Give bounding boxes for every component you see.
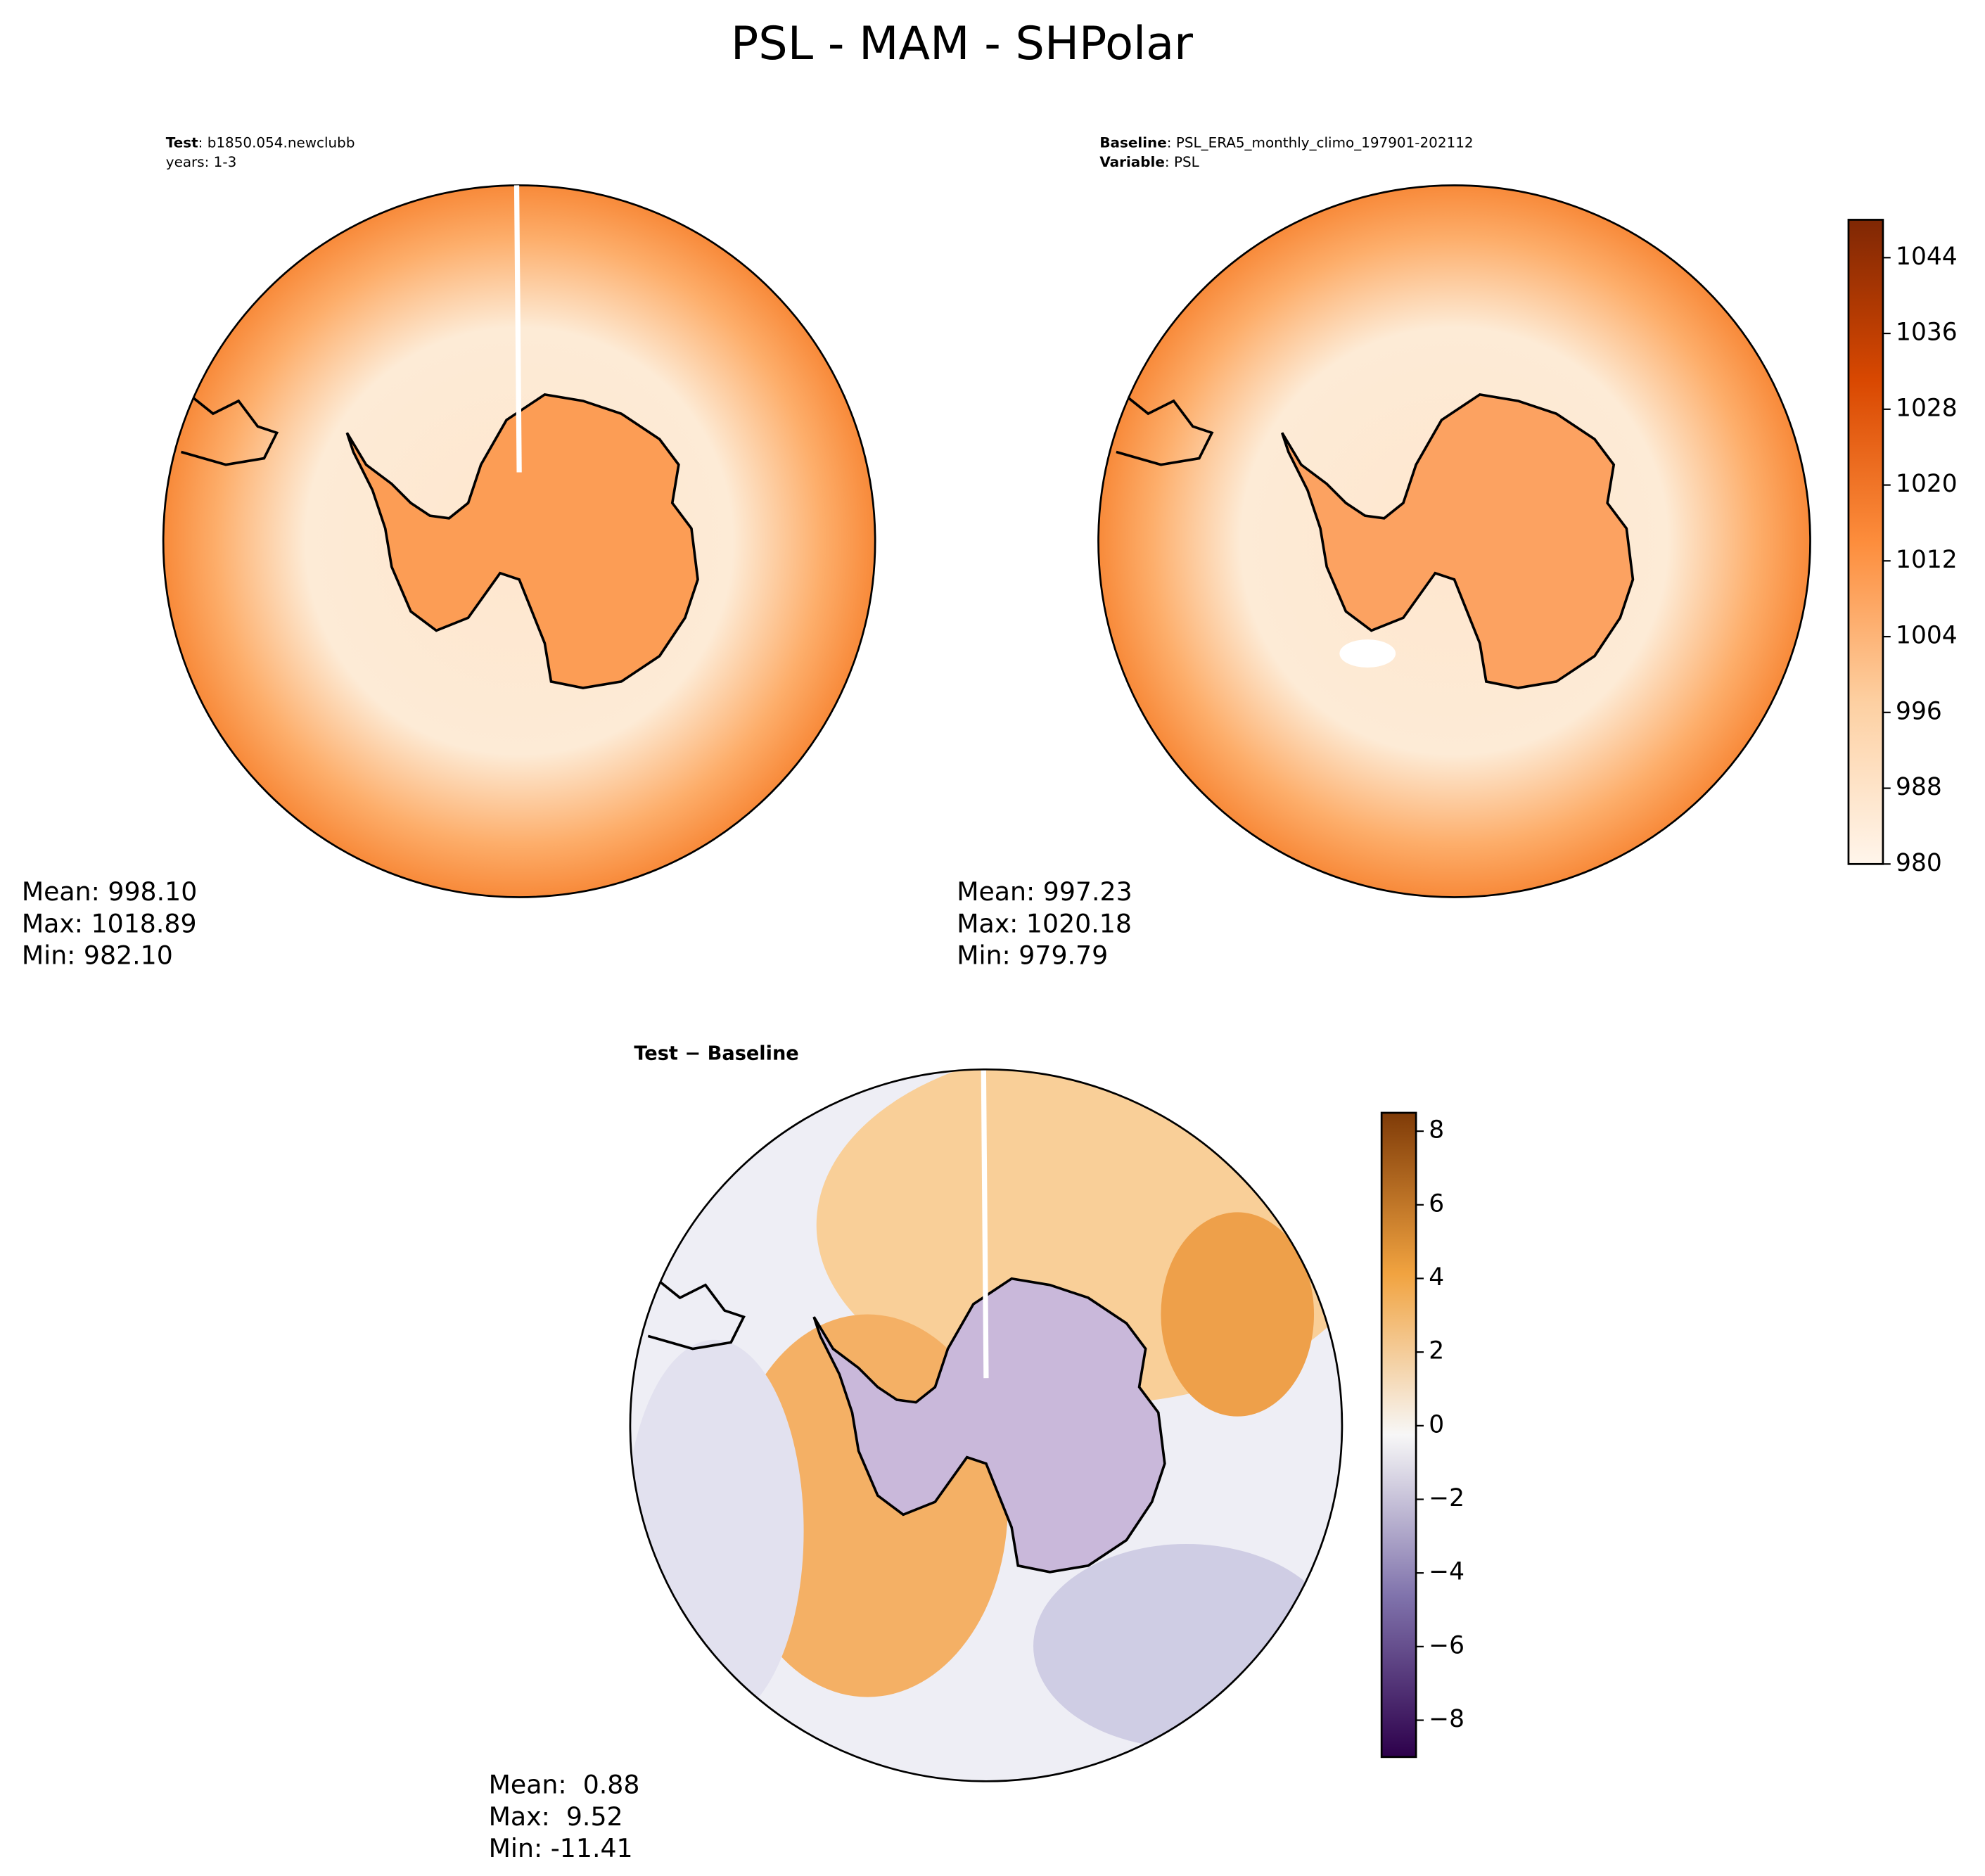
colorbar-tick-label: 1004 <box>1896 622 1958 650</box>
header-text: : b1850.054.newclubb <box>198 134 355 151</box>
header-text: : PSL <box>1165 153 1199 170</box>
colorbar-tick-label: −6 <box>1429 1631 1464 1659</box>
map-baseline <box>1097 184 1811 898</box>
header-key: Test <box>166 134 198 151</box>
stat-text: Min: -11.41 <box>489 1833 633 1863</box>
colorbar-tick-label: −2 <box>1429 1484 1464 1512</box>
panel-header: Test: b1850.054.newclubb <box>166 134 355 151</box>
stat-text: Min: 979.79 <box>957 940 1108 971</box>
colorbar-tick-label: 1020 <box>1896 470 1958 498</box>
figure-title: PSL - MAM - SHPolar <box>731 17 1193 70</box>
colorbar-tick-label: 980 <box>1896 849 1942 877</box>
map-test <box>162 184 876 898</box>
header-text: years: 1-3 <box>166 153 236 170</box>
colorbar-tick-label: 6 <box>1429 1189 1444 1218</box>
stat-text: Max: 1020.18 <box>957 908 1132 938</box>
colorbar-tick-label: 1012 <box>1896 546 1958 574</box>
colorbar-tick-label: 8 <box>1429 1116 1444 1144</box>
header-text: : PSL_ERA5_monthly_climo_197901-202112 <box>1167 134 1474 151</box>
colorbar-tick-label: −8 <box>1429 1705 1464 1733</box>
colorbar-tick-label: 2 <box>1429 1337 1444 1365</box>
panel-header: Baseline: PSL_ERA5_monthly_climo_197901-… <box>1099 134 1473 151</box>
stat-text: Min: 982.10 <box>22 940 173 971</box>
panel-header: Variable: PSL <box>1099 153 1199 170</box>
colorbar-tick-label: 1036 <box>1896 319 1958 347</box>
colorbar-tick-label: 988 <box>1896 773 1942 801</box>
panel-header: years: 1-3 <box>166 153 236 170</box>
stat-text: Max: 9.52 <box>489 1801 623 1832</box>
colorbar-tick-label: −4 <box>1429 1558 1464 1586</box>
header-key: Variable <box>1099 153 1165 170</box>
header-key: Test − Baseline <box>634 1042 798 1064</box>
colorbar-tick-label: 1028 <box>1896 394 1958 422</box>
stat-text: Mean: 998.10 <box>22 876 197 907</box>
colorbar <box>1380 1111 1417 1759</box>
colorbar-tick-label: 1044 <box>1896 243 1958 271</box>
stat-text: Max: 1018.89 <box>22 908 197 938</box>
colorbar <box>1847 219 1884 865</box>
stat-text: Mean: 0.88 <box>489 1770 640 1800</box>
colorbar-tick-label: 996 <box>1896 697 1942 725</box>
colorbar-tick-label: 0 <box>1429 1410 1444 1438</box>
panel-header: Test − Baseline <box>634 1042 798 1064</box>
stat-text: Mean: 997.23 <box>957 876 1132 907</box>
colorbar-tick-label: 4 <box>1429 1263 1444 1291</box>
map-diff <box>629 1068 1343 1782</box>
header-key: Baseline <box>1099 134 1166 151</box>
